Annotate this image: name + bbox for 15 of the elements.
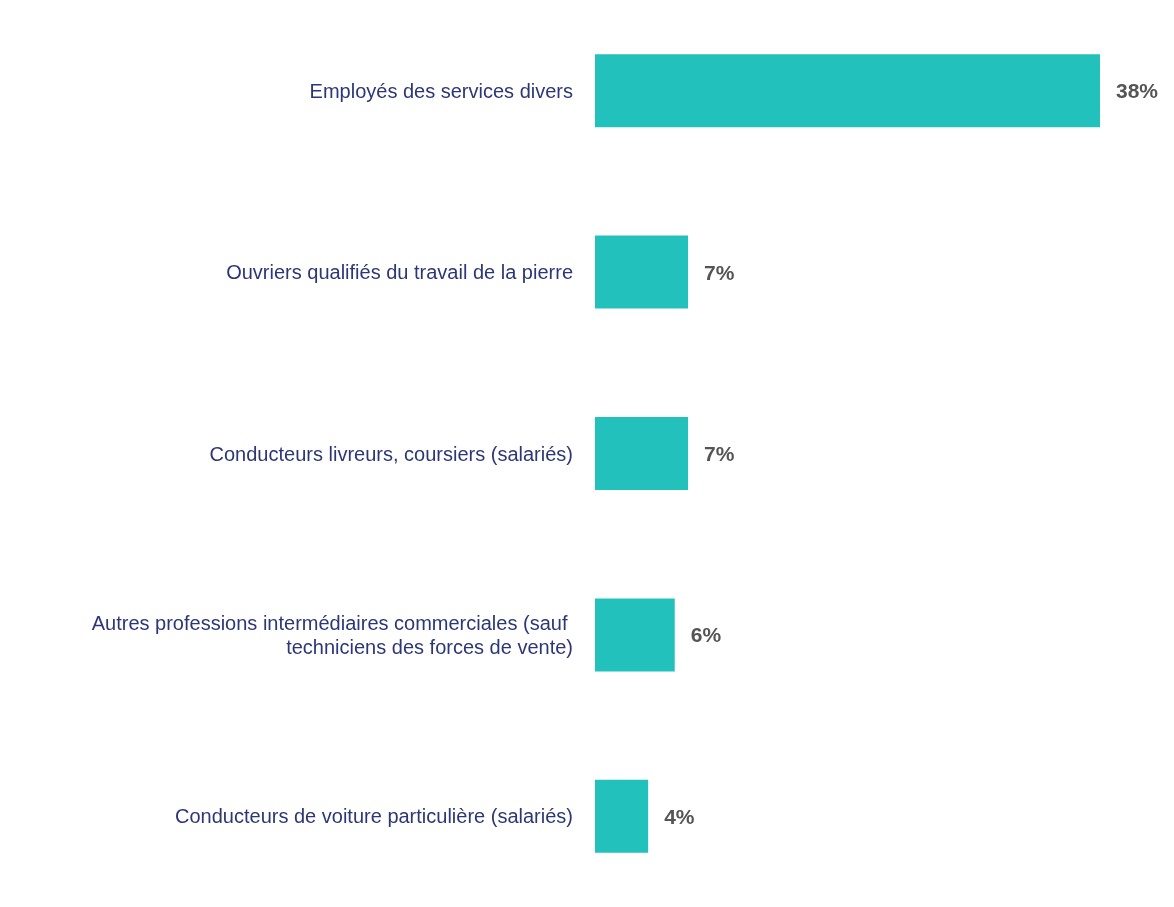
bar (595, 779, 649, 853)
y-tick-label: Conducteurs de voiture particulière (salariés) (175, 805, 573, 828)
bar (595, 417, 689, 490)
bar (595, 235, 689, 309)
y-tick-label: Employés des services divers (309, 79, 573, 102)
data-label: 7% (704, 260, 735, 284)
data-label: 38% (1116, 79, 1159, 103)
y-tick-label: Ouvriers qualifiés du travail de la pierre (226, 261, 573, 284)
data-label: 4% (664, 804, 695, 828)
bar (595, 54, 1100, 128)
y-tick-label: Autres professions intermédiaires commerciales (sauf techniciens des forces de vente) (91, 611, 573, 658)
y-tick-label: Conducteurs livreurs, coursiers (salariés) (209, 442, 573, 465)
data-label: 7% (704, 442, 735, 465)
data-label: 6% (690, 623, 722, 647)
bar (595, 598, 675, 672)
